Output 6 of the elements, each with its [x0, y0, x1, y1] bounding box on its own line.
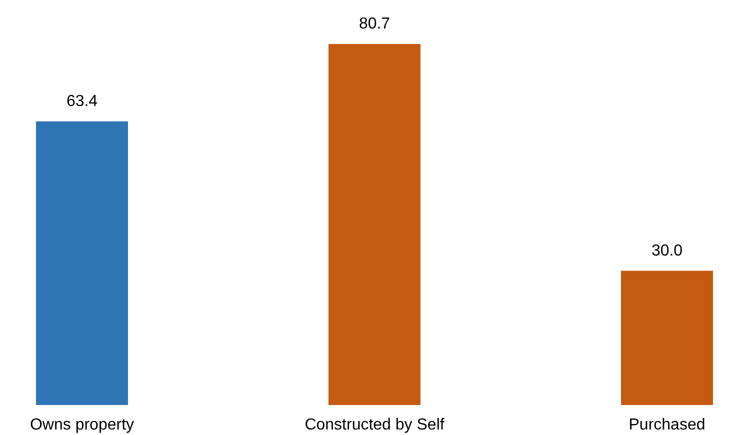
data-label: 63.4: [66, 92, 98, 110]
x-tick-label: Constructed by Self: [304, 416, 445, 434]
data-label: 30.0: [651, 242, 683, 260]
data-label: 80.7: [358, 16, 390, 32]
x-tick-label: Owns property: [30, 416, 134, 434]
x-tick-label: Purchased: [628, 416, 706, 434]
